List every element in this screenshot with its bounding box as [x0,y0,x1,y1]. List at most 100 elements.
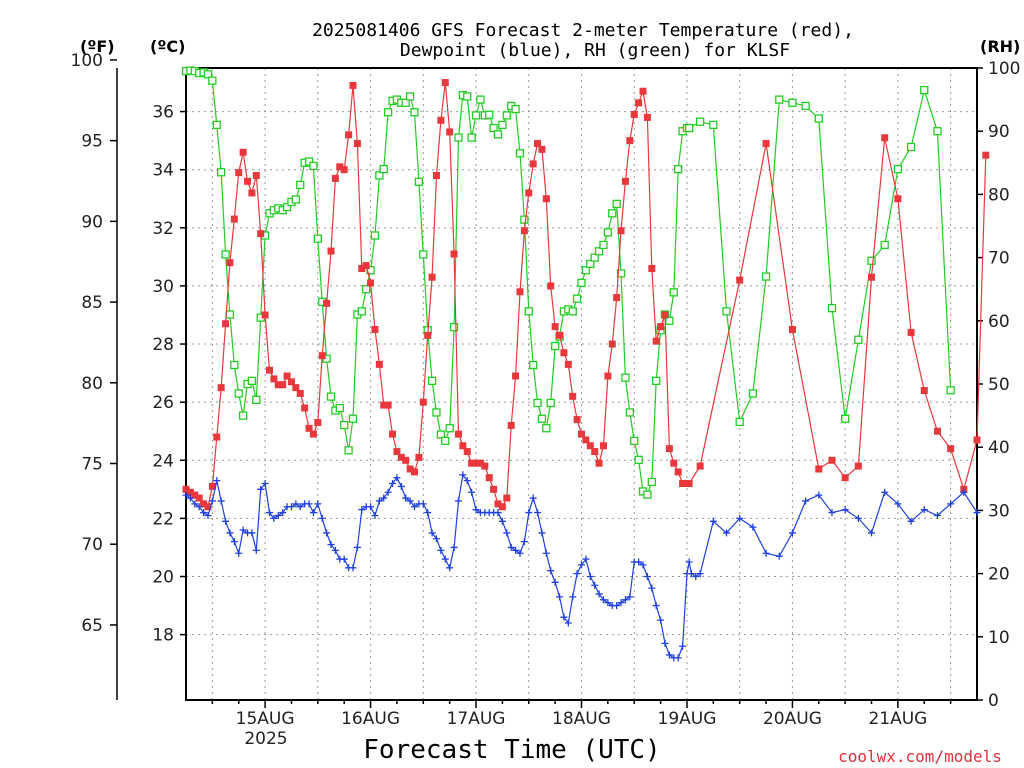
rh-point [537,414,547,423]
dewpoint-point [828,509,836,517]
temperature-point [626,137,634,145]
dewpoint-point [389,480,397,488]
fahrenheit-tick-label: 85 [81,293,103,313]
temperature-point [762,140,770,148]
temperature-point [393,448,401,456]
temperature-point [947,445,955,453]
rh-point [608,209,617,218]
rh-point [643,490,652,499]
dewpoint-point [685,558,693,566]
rh-point [485,110,494,119]
dewpoint-point [582,555,590,563]
rh-point [577,278,586,288]
temperature-point [375,360,383,368]
rh-point [362,285,371,294]
rh-point [568,307,577,316]
dewpoint-point [762,549,770,557]
dewpoint-point [191,500,199,508]
dewpoint-point [208,497,216,505]
temperature-point [195,494,203,502]
temperature-point [182,485,190,493]
temperature-point [679,480,687,488]
dewpoint-point [920,506,928,514]
x-tick-label: 18AUG [552,709,611,729]
x-tick-label: 16AUG [341,709,400,729]
temperature-point [542,195,550,203]
dewpoint-point [230,538,238,546]
temperature-point [186,488,194,496]
rh-point [493,130,503,139]
temperature-point [292,384,300,392]
celsius-tick-label: 32 [152,219,174,239]
temperature-point [613,294,621,302]
temperature-point [441,79,449,87]
temperature-point [336,163,344,171]
temperature-point [685,480,693,488]
temperature-point [257,230,265,238]
credit-label: coolwx.com/models [838,747,1002,766]
unit-label-celsius: (ºC) [150,37,185,56]
temperature-point [556,331,564,339]
celsius-tick-label: 30 [152,277,174,297]
rh-point [375,171,384,180]
rh-tick-label: 30 [988,501,1010,521]
dewpoint-point [222,517,230,525]
year-label: 2025 [244,729,287,749]
dewpoint-point [367,503,375,511]
dewpoint-point [736,514,744,522]
temperature-point [287,378,295,386]
rh-point [441,436,450,446]
temperature-point [512,372,520,380]
rh-point [524,307,533,316]
temperature-point [828,456,836,464]
temperature-point [881,134,889,142]
dewpoint-point [639,561,647,569]
rh-point [652,376,661,385]
rh-point [709,120,718,130]
rh-point [801,101,810,111]
rh-tick-label: 60 [988,312,1010,332]
rh-point [489,123,498,133]
temperature-point [454,430,462,438]
dewpoint-point [723,529,731,537]
rh-point [304,157,314,166]
temperature-point [309,430,317,438]
dewpoint-point [775,552,783,560]
dewpoint-point [314,500,322,508]
dewpoint-point [182,491,190,499]
temperature-point [982,151,990,159]
temperature-point [389,430,397,438]
dewpoint-point [265,509,273,517]
celsius-tick-label: 18 [152,626,174,646]
temperature-point [674,468,682,476]
rh-point [419,250,428,259]
dewpoint-point [573,570,581,578]
rh-point [405,92,415,101]
dewpoint-point [450,543,458,551]
rh-point [542,424,551,433]
dewpoint-point [494,509,502,517]
temperature-point [406,465,414,473]
dewpoint-point [428,529,436,537]
dewpoint-point [868,529,876,537]
rh-point [775,95,784,104]
celsius-tick-label: 28 [152,335,174,355]
rh-point [221,250,230,259]
rh-tick-label: 0 [988,691,999,711]
chart-title-line2: Dewpoint (blue), RH (green) for KLSF [400,40,790,61]
dewpoint-point [384,488,392,496]
rh-point [463,92,472,101]
temperature-point [520,227,528,235]
rh-point [696,117,705,126]
dewpoint-point [305,500,313,508]
dewpoint-point [186,494,194,502]
dewpoint-point [353,543,361,551]
rh-point [735,417,744,427]
dewpoint-point [635,558,643,566]
temperature-point [815,465,823,473]
dewpoint-point [516,549,524,557]
rh-point [383,108,393,117]
dewpoint-point [692,573,700,581]
rh-point [581,266,591,275]
rh-point [550,341,560,351]
